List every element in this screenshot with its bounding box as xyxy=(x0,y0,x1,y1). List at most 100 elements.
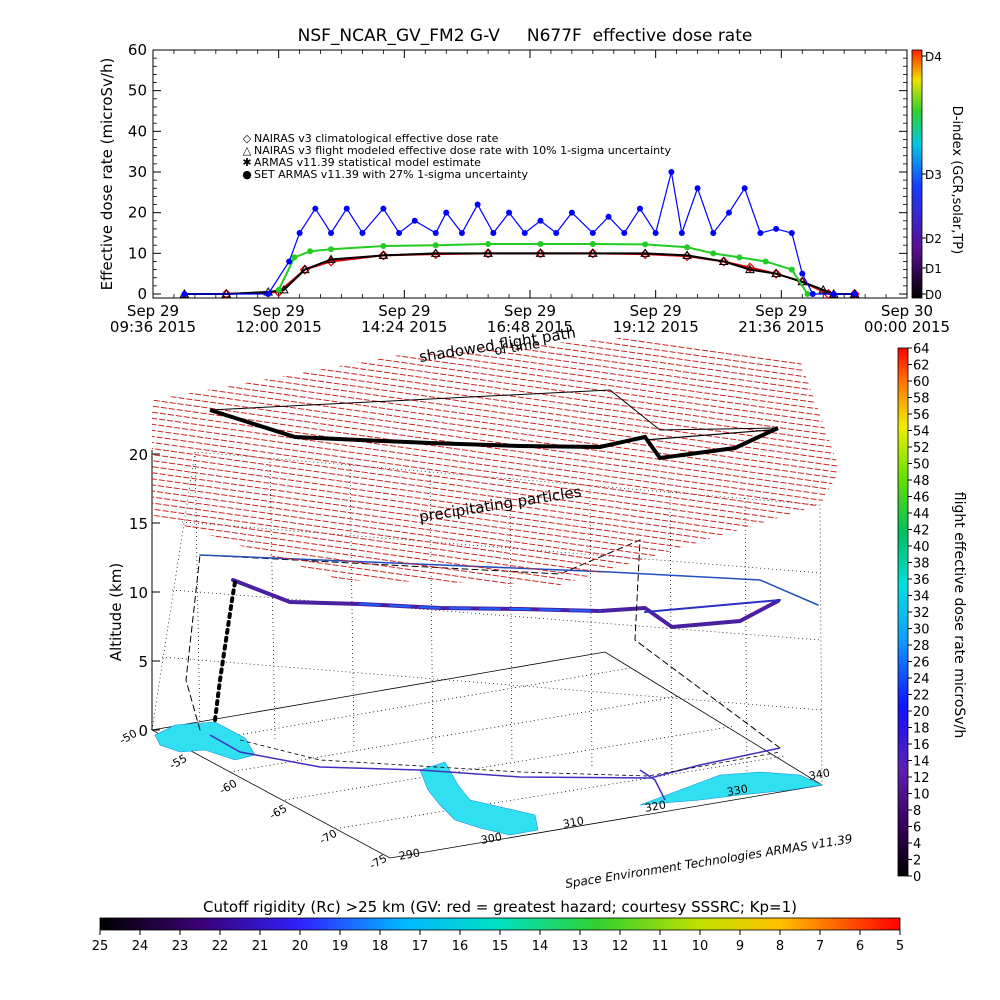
flight-track-line xyxy=(231,578,780,630)
cutoff-tick-label: 23 xyxy=(172,939,189,954)
data-point xyxy=(757,230,764,236)
cutoff-tick-label: 20 xyxy=(292,939,309,954)
dose-tick-label: 40 xyxy=(913,540,930,555)
data-point xyxy=(736,254,743,261)
data-point xyxy=(506,209,513,216)
data-point xyxy=(788,266,795,273)
floor-grid xyxy=(229,695,681,773)
d-index-tick-label: D0 xyxy=(925,288,942,302)
annotation-of-time: of time xyxy=(493,337,541,359)
data-point xyxy=(718,256,729,267)
dose-tick-label: 28 xyxy=(913,639,930,654)
floor-grid xyxy=(284,725,736,801)
data-point xyxy=(818,284,829,294)
dose-tick-label: 16 xyxy=(913,738,930,753)
dose-tick-label: 34 xyxy=(913,590,930,605)
x-tick-label-time: 14:24 2015 xyxy=(361,318,447,336)
dose-colorbar-label: flight effective dose rate microSv/h xyxy=(951,492,967,738)
lat-tick-label: -75 xyxy=(367,852,389,872)
data-point xyxy=(458,230,465,236)
data-point xyxy=(328,230,335,236)
cutoff-tick-label: 14 xyxy=(532,939,549,954)
data-point xyxy=(773,225,780,232)
lon-tick-label: 300 xyxy=(480,830,503,846)
legend: ◇ NAIRAS v3 climatological effective dose… xyxy=(242,132,671,181)
data-point xyxy=(221,288,232,300)
grid-line xyxy=(171,589,822,641)
y-tick-label: 30 xyxy=(128,163,147,181)
legend-label: SET ARMAS v11.39 with 27% 1-sigma uncert… xyxy=(254,168,528,181)
x-tick-label-time: 19:12 2015 xyxy=(613,318,699,336)
lon-tick-label: 330 xyxy=(726,782,749,798)
lat-tick-label: -55 xyxy=(167,752,189,772)
dose-tick-label: 10 xyxy=(913,788,930,803)
dose-tick-label: 44 xyxy=(913,507,930,522)
x-tick-label-date: Sep 29 xyxy=(504,302,556,320)
data-point xyxy=(668,169,675,175)
shadow-track xyxy=(209,408,779,461)
legend-label: ARMAS v11.39 statistical model estimate xyxy=(254,156,481,169)
dose-tick-label: 0 xyxy=(913,870,921,885)
data-point xyxy=(809,291,816,297)
cutoff-tick-label: 7 xyxy=(816,939,824,954)
data-point xyxy=(296,230,303,236)
data-point xyxy=(537,240,544,247)
dose-tick-label: 24 xyxy=(913,672,930,687)
dose-tick-label: 8 xyxy=(913,804,921,819)
x-tick-label-time: 21:36 2015 xyxy=(738,318,824,336)
lat-tick-label: -50 xyxy=(117,727,139,747)
dose-tick-label: 54 xyxy=(913,425,930,440)
data-point xyxy=(291,254,298,261)
flight-track xyxy=(185,539,819,749)
cutoff-tick-label: 10 xyxy=(692,939,709,954)
z-tick-label: 5 xyxy=(138,653,148,671)
x-tick-label-date: Sep 29 xyxy=(630,302,682,320)
land-antarctica-east xyxy=(639,771,824,806)
floor-grid xyxy=(179,667,631,746)
data-point xyxy=(537,217,544,224)
ground-track-spur xyxy=(639,769,666,801)
data-point xyxy=(621,230,628,236)
y-tick-label: 20 xyxy=(128,204,147,222)
data-point xyxy=(535,248,546,257)
data-point xyxy=(741,185,748,192)
data-point xyxy=(411,217,418,224)
data-point xyxy=(771,268,782,279)
dose-tick-label: 52 xyxy=(913,441,930,456)
lat-tick-label: -65 xyxy=(267,802,289,822)
shadowed-flight-path xyxy=(209,389,779,461)
data-point xyxy=(275,286,282,293)
cutoff-tick-label: 17 xyxy=(412,939,429,954)
dose-tick-label: 46 xyxy=(913,491,930,506)
cutoff-tick-label: 12 xyxy=(612,939,629,954)
data-point xyxy=(359,230,366,236)
data-point xyxy=(265,291,272,297)
dose-tick-label: 20 xyxy=(913,705,930,720)
dose-colorbar-ticks: 0246810121416182022242628303234363840424… xyxy=(908,342,930,885)
lon-tick-label: 320 xyxy=(644,798,667,814)
data-point xyxy=(587,248,598,257)
cutoff-tick-label: 24 xyxy=(132,939,149,954)
cutoff-tick-label: 11 xyxy=(652,939,669,954)
x-tick-label-date: Sep 30 xyxy=(881,302,933,320)
chart-title: NSF_NCAR_GV_FM2 G-V N677F effective dose… xyxy=(298,26,753,46)
dose-tick-label: 62 xyxy=(913,359,930,374)
data-point xyxy=(483,248,493,257)
x-tick-label-time: 12:00 2015 xyxy=(236,318,322,336)
grid-line xyxy=(161,656,822,711)
data-point xyxy=(521,230,528,236)
d-index-tick-label: D2 xyxy=(925,232,942,246)
legend-label: NAIRAS v3 climatological effective dose … xyxy=(254,132,499,145)
dose-tick-label: 60 xyxy=(913,375,930,390)
data-point xyxy=(328,246,335,253)
d-index-tick-label: D4 xyxy=(925,50,942,64)
dose-colorbar: 0246810121416182022242628303234363840424… xyxy=(897,342,967,885)
dose-tick-label: 56 xyxy=(913,408,930,423)
data-point xyxy=(804,291,811,297)
y-tick-label: 10 xyxy=(128,244,147,262)
z-tick-label: 15 xyxy=(129,515,148,533)
dose-tick-label: 32 xyxy=(913,606,930,621)
ground-track-line-2 xyxy=(239,739,781,777)
d-index-colorbar-bar xyxy=(911,49,923,299)
dose-tick-label: 26 xyxy=(913,656,930,671)
